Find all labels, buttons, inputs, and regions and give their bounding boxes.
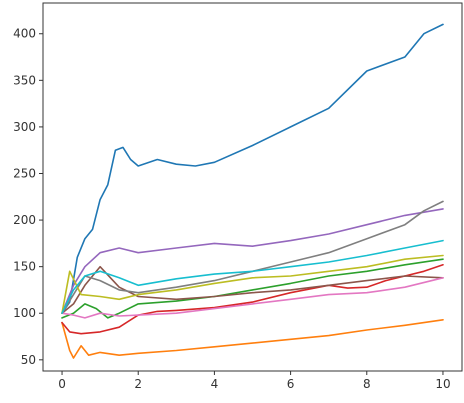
series-line-7	[61, 277, 444, 319]
y-tick-label: 250	[13, 166, 36, 180]
series-line-4	[61, 264, 444, 335]
x-tick-label: 2	[134, 377, 142, 391]
y-tick-label: 100	[13, 306, 36, 320]
y-tick-label: 50	[21, 353, 36, 367]
x-tick-label: 10	[435, 377, 450, 391]
series-line-10	[61, 239, 444, 314]
y-axis-ticks: 50 100 150 200 250 300 350 400	[13, 27, 43, 367]
y-tick-label: 300	[13, 120, 36, 134]
series-line-9	[61, 254, 444, 314]
series-line-1	[61, 23, 444, 314]
y-tick-label: 200	[13, 213, 36, 227]
series-line-8	[61, 200, 444, 314]
series-line-3	[61, 258, 444, 319]
x-axis-ticks: 0 2 4 6 8 10	[58, 371, 451, 391]
series-layer	[61, 23, 444, 359]
x-tick-label: 0	[58, 377, 66, 391]
x-tick-label: 8	[363, 377, 371, 391]
series-line-6	[61, 265, 444, 314]
y-tick-label: 400	[13, 27, 36, 41]
y-tick-label: 150	[13, 260, 36, 274]
x-tick-label: 4	[211, 377, 219, 391]
y-tick-label: 350	[13, 73, 36, 87]
series-line-2	[61, 319, 444, 359]
series-line-5	[61, 208, 444, 314]
axes-frame	[42, 2, 463, 372]
x-tick-label: 6	[287, 377, 295, 391]
